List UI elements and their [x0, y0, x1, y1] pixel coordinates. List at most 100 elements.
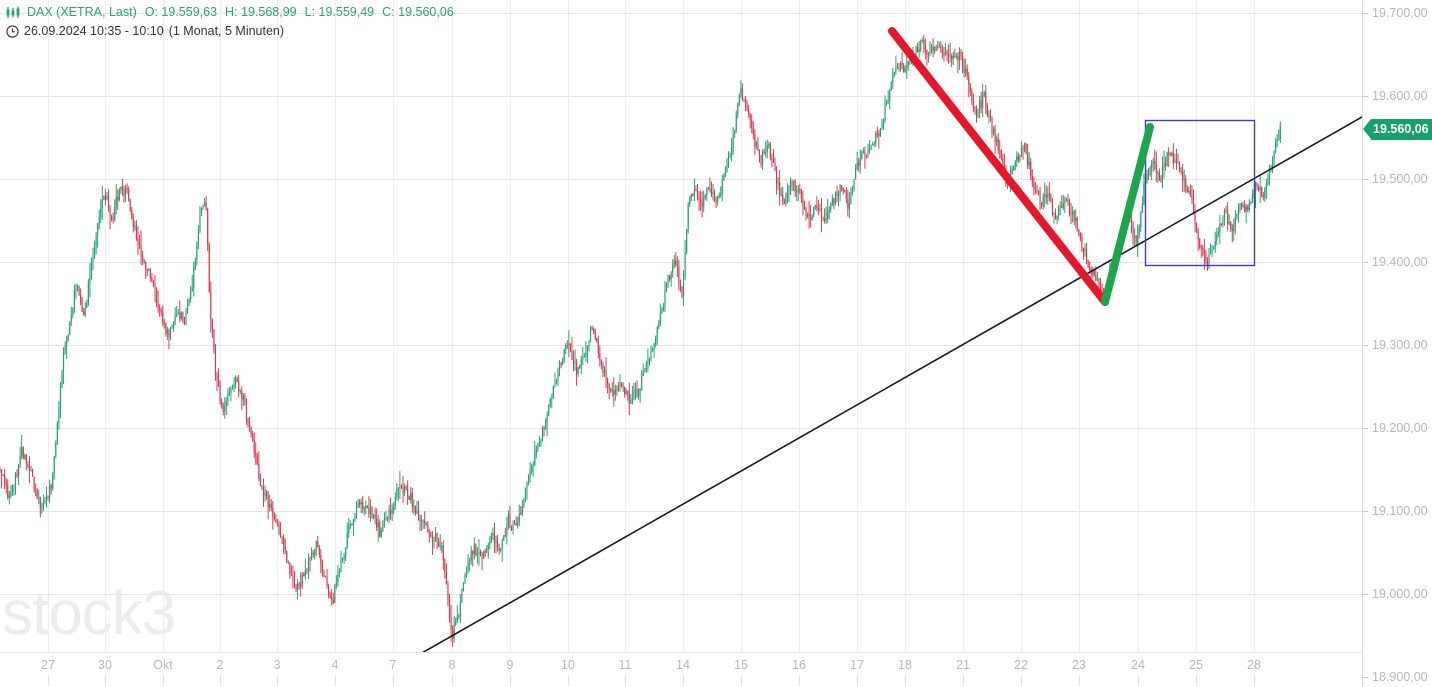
price-tick: 19.300,00	[1362, 337, 1428, 353]
time-tick-mark	[1079, 675, 1080, 686]
time-tick-label: 24	[1131, 658, 1145, 672]
price-tick: 19.500,00	[1362, 171, 1428, 187]
time-tick-label: 25	[1189, 658, 1203, 672]
last-price-value: 19.560,06	[1371, 118, 1432, 140]
price-tick: 19.600,00	[1362, 88, 1428, 104]
price-tick: 19.000,00	[1362, 586, 1428, 602]
time-tick-mark	[48, 675, 49, 686]
clock-icon	[6, 24, 19, 38]
legend-time-row: 26.09.2024 10:35 - 10:10 (1 Monat, 5 Min…	[6, 22, 456, 40]
black-support-trendline	[422, 116, 1362, 652]
price-axis-line	[1362, 0, 1363, 687]
chart-plot-area[interactable]: stock3	[0, 0, 1362, 652]
time-tick-label: 3	[273, 658, 281, 672]
candlestick-icon	[6, 6, 21, 19]
red-downtrend-line	[888, 27, 1109, 306]
price-tick-label: 19.000,00	[1372, 587, 1428, 601]
legend-open: O: 19.559,63	[144, 4, 218, 19]
tick-mark	[1363, 345, 1368, 347]
time-tick-mark	[277, 675, 278, 686]
candlestick-series	[0, 35, 1281, 647]
tick-mark	[1363, 677, 1368, 679]
time-tick-mark	[905, 675, 906, 686]
time-tick-label: 2	[216, 658, 224, 672]
tick-mark	[1363, 428, 1368, 430]
legend-high: H: 19.568,99	[225, 4, 297, 19]
time-tick-label: 10	[561, 658, 575, 672]
price-tick-label: 19.500,00	[1372, 172, 1428, 186]
tick-mark	[1363, 179, 1368, 181]
legend-close: C: 19.560,06	[382, 4, 454, 19]
price-tick-label: 19.300,00	[1372, 338, 1428, 352]
time-tick-mark	[963, 675, 964, 686]
blue-consolidation-box	[1144, 119, 1256, 267]
drawing-annotations-layer[interactable]	[0, 0, 1362, 652]
time-tick-label: 16	[792, 658, 806, 672]
price-tick: 19.200,00	[1362, 420, 1428, 436]
price-axis[interactable]: 19.700,00 19.600,00 19.500,00 19.400,00 19.3…	[1362, 0, 1432, 687]
time-tick-label: 8	[448, 658, 456, 672]
time-tick-mark	[105, 675, 106, 686]
time-tick-mark	[1254, 675, 1255, 686]
time-tick-label: 23	[1072, 658, 1086, 672]
tick-mark	[1363, 594, 1368, 596]
green-uptrend-line	[1101, 123, 1154, 306]
time-tick-label: 15	[734, 658, 748, 672]
time-tick-label: 18	[898, 658, 912, 672]
chart-legend: DAX (XETRA, Last) O: 19.559,63 H: 19.568…	[6, 3, 456, 40]
time-tick-mark	[393, 675, 394, 686]
time-tick-label: 30	[98, 658, 112, 672]
legend-symbol-label[interactable]: DAX (XETRA, Last)	[27, 4, 137, 19]
time-tick-mark	[625, 675, 626, 686]
time-tick-mark	[510, 675, 511, 686]
time-tick-label: 7	[389, 658, 397, 672]
badge-arrow-icon	[1363, 119, 1371, 140]
time-tick-label: 14	[676, 658, 690, 672]
time-tick-mark	[452, 675, 453, 686]
price-tick: 19.400,00	[1362, 254, 1428, 270]
time-tick-label: 11	[618, 658, 632, 672]
time-tick-mark	[1021, 675, 1022, 686]
time-tick-mark	[683, 675, 684, 686]
time-tick-mark	[799, 675, 800, 686]
price-tick: 18.900,00	[1362, 669, 1428, 685]
gridlines-layer	[0, 0, 1362, 652]
legend-datetime[interactable]: 26.09.2024 10:35 - 10:10	[24, 23, 164, 38]
time-tick-label: 27	[41, 658, 55, 672]
time-tick-label: 17	[850, 658, 864, 672]
svg-text:stock3: stock3	[2, 579, 175, 648]
tick-mark	[1363, 96, 1368, 98]
legend-low: L: 19.559,49	[304, 4, 375, 19]
price-tick: 19.100,00	[1362, 503, 1428, 519]
last-price-badge: 19.560,06	[1363, 118, 1432, 140]
time-tick-mark	[568, 675, 569, 686]
time-tick-mark	[857, 675, 858, 686]
time-tick-mark	[335, 675, 336, 686]
price-tick-label: 19.700,00	[1372, 6, 1428, 20]
time-tick-label: 4	[331, 658, 339, 672]
time-tick-mark	[1138, 675, 1139, 686]
tick-mark	[1363, 13, 1368, 15]
price-tick-label: 19.400,00	[1372, 255, 1428, 269]
time-tick-mark	[741, 675, 742, 686]
time-tick-label: 28	[1247, 658, 1261, 672]
time-tick-mark	[1196, 675, 1197, 686]
time-tick-mark	[220, 675, 221, 686]
time-axis-line	[0, 652, 1362, 653]
tick-mark	[1363, 262, 1368, 264]
price-tick-label: 18.900,00	[1372, 670, 1428, 684]
price-tick: 19.700,00	[1362, 5, 1428, 21]
legend-symbol-row: DAX (XETRA, Last) O: 19.559,63 H: 19.568…	[6, 3, 456, 21]
time-tick-label: Okt	[153, 658, 173, 672]
price-tick-label: 19.100,00	[1372, 504, 1428, 518]
watermark-layer: stock3	[2, 579, 176, 648]
legend-interval[interactable]: (1 Monat, 5 Minuten)	[168, 23, 285, 38]
price-tick-label: 19.200,00	[1372, 421, 1428, 435]
tick-mark	[1363, 511, 1368, 513]
price-tick-label: 19.600,00	[1372, 89, 1428, 103]
time-tick-label: 22	[1014, 658, 1028, 672]
time-axis[interactable]: 27 30 Okt 2 3 4 7 8 9 10 11 14 15 16 17 18 21 22 23 24 25 28	[0, 652, 1362, 687]
time-tick-label: 21	[956, 658, 970, 672]
time-tick-mark	[163, 675, 164, 686]
